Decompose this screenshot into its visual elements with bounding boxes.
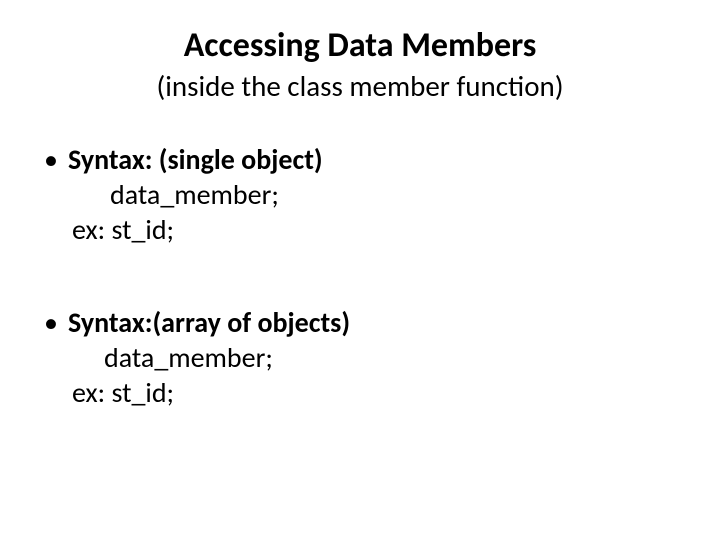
bullet-item-2: • Syntax:(array of objects) [40,305,680,340]
syntax-heading-2: Syntax:(array of objects) [68,305,680,340]
syntax-line-2b: ex: st_id; [40,375,680,410]
syntax-line-2a: data_member; [40,340,680,375]
bullet-marker: • [40,142,68,177]
bullet-marker: • [40,305,68,340]
bullet-item-1: • Syntax: (single object) [40,142,680,177]
syntax-line-1a: data_member; [40,177,680,212]
slide-subtitle: (inside the class member function) [40,68,680,104]
slide-body: • Syntax: (single object) data_member; e… [40,142,680,410]
syntax-line-1b: ex: st_id; [40,212,680,247]
syntax-heading-1: Syntax: (single object) [68,142,680,177]
slide-title: Accessing Data Members [40,25,680,66]
